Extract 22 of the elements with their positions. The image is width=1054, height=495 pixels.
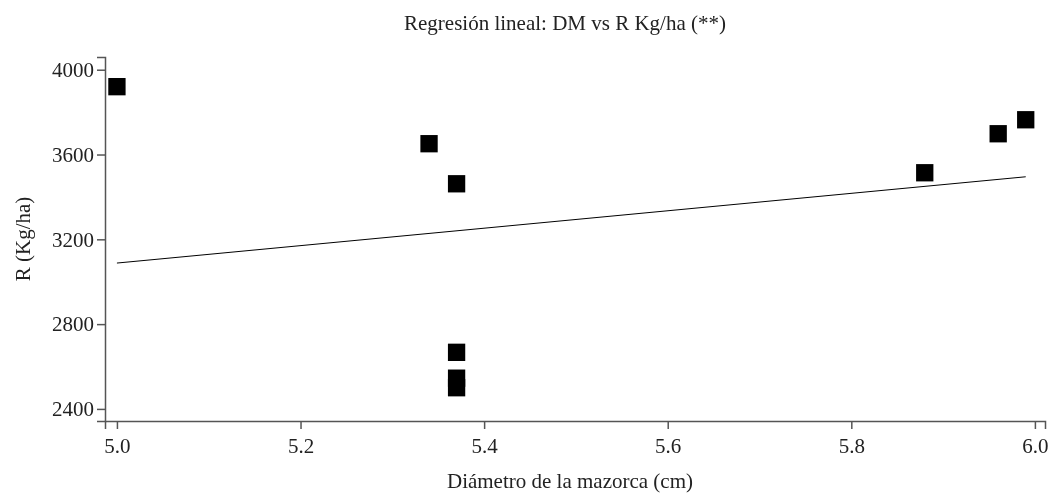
x-tick-label: 5.6 (655, 434, 682, 458)
y-tick-label: 3600 (52, 142, 94, 167)
y-axis-title: R (Kg/ha) (11, 196, 35, 282)
x-tick-label: 5.2 (287, 434, 315, 458)
x-tick-label: 5.8 (838, 434, 865, 458)
y-tick-label: 2800 (52, 312, 94, 337)
y-tick-label: 4000 (52, 57, 94, 82)
x-tick-label: 6.0 (1022, 434, 1049, 458)
x-tick-label: 5.0 (104, 434, 131, 458)
point (447, 175, 466, 193)
point (447, 379, 466, 397)
point (1017, 111, 1035, 129)
point (420, 135, 438, 153)
point (108, 78, 126, 96)
point (916, 164, 934, 182)
chart-title: Regresión lineal: DM vs R Kg/ha (**) (404, 11, 726, 35)
point (989, 125, 1007, 143)
y-tick-label: 2400 (52, 397, 94, 422)
y-tick-label: 3200 (52, 227, 94, 252)
point (447, 343, 466, 361)
x-axis-title: Diámetro de la mazorca (cm) (446, 469, 694, 493)
x-tick-label: 5.4 (471, 434, 499, 458)
